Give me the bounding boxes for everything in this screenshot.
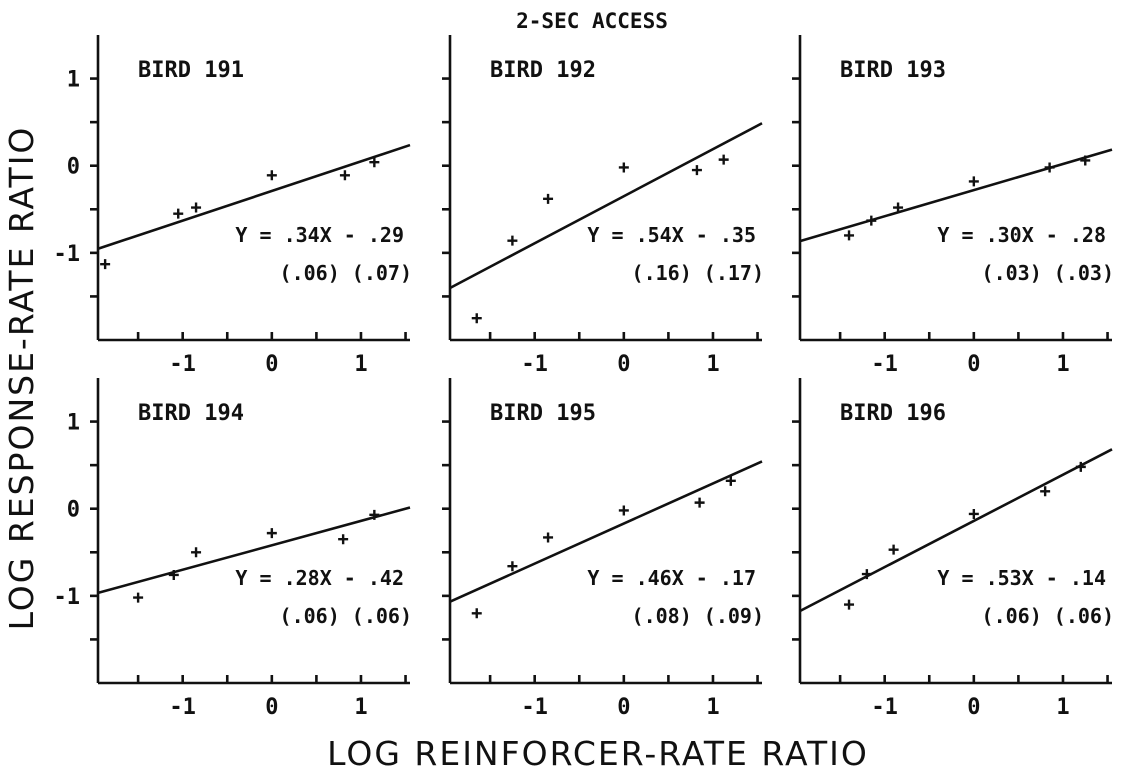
regression-line: [799, 448, 1113, 613]
figure-title: 2-SEC ACCESS: [516, 9, 668, 33]
data-point: [507, 561, 518, 572]
data-point: [543, 532, 554, 543]
fit-standard-errors: (.06) (.07): [280, 261, 412, 285]
x-tick-label: 0: [967, 695, 980, 720]
data-point: [100, 259, 111, 270]
fit-equation: Y = .54X - .35: [587, 223, 756, 247]
panel-1: 1 0 -1 -1 0 1 BIRD 191 Y = .34X - .29 (.06) (.07…: [54, 35, 412, 377]
x-tick-label: 1: [354, 352, 367, 377]
data-point: [133, 592, 144, 603]
regression-line: [97, 143, 411, 250]
data-point: [1075, 461, 1086, 472]
fit-standard-errors: (.06) (.06): [982, 604, 1114, 628]
x-tick-label: -1: [169, 352, 196, 377]
data-point: [1044, 162, 1055, 173]
x-tick-label: 1: [1056, 695, 1069, 720]
y-tick-label: -1: [54, 585, 81, 610]
regression-line: [799, 148, 1113, 243]
panel-3: -1 0 1 BIRD 193 Y = .30X - .28 (.03) (.03): [792, 35, 1114, 377]
data-point: [718, 154, 729, 165]
y-axis-label: LOG RESPONSE-RATE RATIO: [2, 126, 41, 631]
data-point: [888, 544, 899, 555]
data-point: [694, 497, 705, 508]
fit-standard-errors: (.03) (.03): [982, 261, 1114, 285]
data-point: [266, 528, 277, 539]
data-point: [369, 157, 380, 168]
x-tick-label: -1: [521, 695, 548, 720]
panel-4: 1 0 -1 -1 0 1 BIRD 194 Y = .28X - .42 (.06) (.06…: [54, 378, 412, 720]
fit-equation: Y = .34X - .29: [235, 223, 404, 247]
fit-standard-errors: (.08) (.09): [632, 604, 764, 628]
fit-equation: Y = .30X - .28: [937, 223, 1106, 247]
fit-equation: Y = .46X - .17: [587, 566, 756, 590]
panels-group: 1 0 -1 -1 0 1 BIRD 191 Y = .34X - .29 (.06) (.07…: [54, 35, 1114, 720]
x-tick-label: 0: [967, 352, 980, 377]
data-point: [866, 215, 877, 226]
data-point: [844, 599, 855, 610]
data-point: [173, 208, 184, 219]
panel-title: BIRD 192: [490, 58, 596, 83]
data-point: [266, 170, 277, 181]
data-point: [471, 608, 482, 619]
data-point: [725, 475, 736, 486]
fit-standard-errors: (.06) (.06): [280, 604, 412, 628]
panel-title: BIRD 195: [490, 401, 596, 426]
data-point: [968, 176, 979, 187]
data-point: [844, 230, 855, 241]
data-point: [191, 547, 202, 558]
regression-line: [449, 122, 763, 290]
x-tick-label: 0: [617, 695, 630, 720]
data-point: [369, 509, 380, 520]
regression-line: [449, 460, 763, 603]
x-tick-label: 0: [265, 695, 278, 720]
data-point: [1080, 155, 1091, 166]
data-point: [338, 534, 349, 545]
data-point: [618, 505, 629, 516]
y-tick-label: 1: [67, 411, 80, 436]
data-point: [691, 165, 702, 176]
x-tick-label: 1: [1056, 352, 1069, 377]
panel-5: -1 0 1 BIRD 195 Y = .46X - .17 (.08) (.09): [442, 378, 764, 720]
panel-title: BIRD 191: [138, 58, 244, 83]
data-point: [168, 569, 179, 580]
data-point: [339, 170, 350, 181]
data-point: [618, 162, 629, 173]
data-point: [471, 313, 482, 324]
panel-title: BIRD 193: [840, 58, 946, 83]
panel-title: BIRD 194: [138, 401, 244, 426]
y-tick-label: 0: [67, 498, 80, 523]
x-tick-label: -1: [521, 352, 548, 377]
x-tick-label: -1: [169, 695, 196, 720]
regression-line: [97, 506, 411, 595]
data-point: [191, 202, 202, 213]
y-tick-label: 0: [67, 155, 80, 180]
panel-title: BIRD 196: [840, 401, 946, 426]
fit-equation: Y = .53X - .14: [937, 566, 1106, 590]
data-point: [893, 202, 904, 213]
fit-standard-errors: (.16) (.17): [632, 261, 764, 285]
panel-2: -1 0 1 BIRD 192 Y = .54X - .35 (.16) (.17): [442, 35, 764, 377]
x-tick-label: 1: [706, 352, 719, 377]
data-point: [1040, 486, 1051, 497]
x-axis-label: LOG REINFORCER-RATE RATIO: [327, 734, 869, 773]
panel-6: -1 0 1 BIRD 196 Y = .53X - .14 (.06) (.06): [792, 378, 1114, 720]
x-tick-label: 0: [265, 352, 278, 377]
x-tick-label: 1: [706, 695, 719, 720]
x-tick-label: 0: [617, 352, 630, 377]
data-point: [968, 508, 979, 519]
x-tick-label: -1: [871, 695, 898, 720]
data-point: [543, 193, 554, 204]
data-point: [861, 569, 872, 580]
data-point: [507, 235, 518, 246]
y-tick-label: -1: [54, 242, 81, 267]
y-tick-label: 1: [67, 68, 80, 93]
fit-equation: Y = .28X - .42: [235, 566, 404, 590]
x-tick-label: 1: [354, 695, 367, 720]
x-tick-label: -1: [871, 352, 898, 377]
